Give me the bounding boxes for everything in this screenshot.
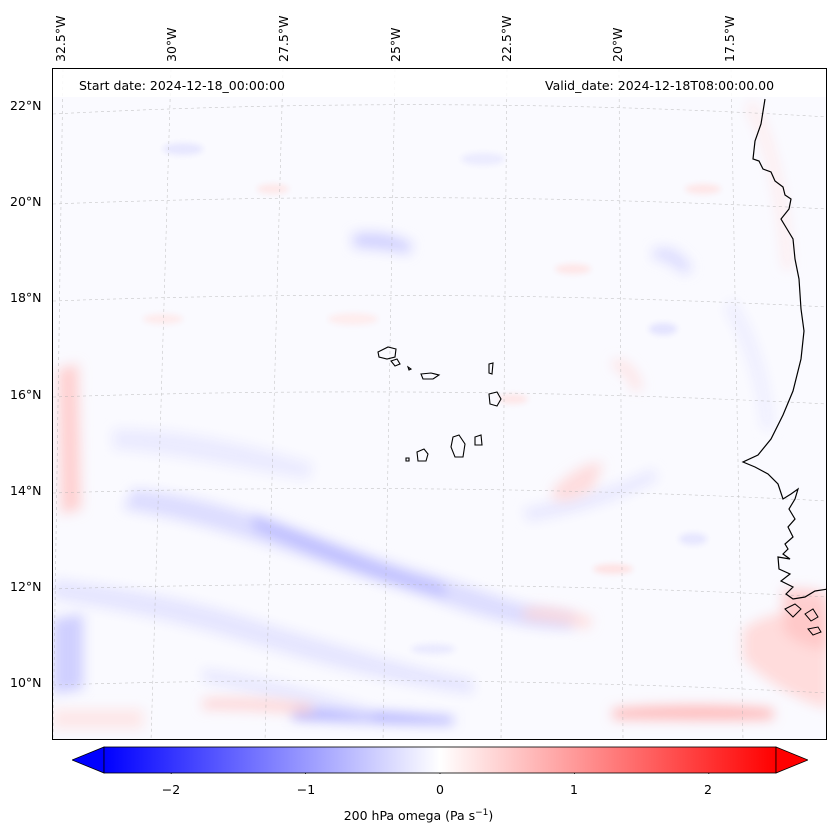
colorbar-min-extend bbox=[72, 746, 105, 774]
cape-verde-islands bbox=[377, 346, 502, 462]
lon-label-30w: 30°W bbox=[164, 27, 179, 62]
african-coastline bbox=[741, 98, 826, 600]
colorbar-tick-label: −2 bbox=[161, 782, 181, 797]
omega-field-map bbox=[53, 69, 826, 739]
colorbar-max-extend bbox=[775, 746, 808, 774]
valid-date-label: Valid_date: 2024-12-18T08:00:00.00 bbox=[545, 78, 775, 93]
descending-air-bands bbox=[53, 232, 773, 724]
colorbar-label-main: 200 hPa omega (Pa s bbox=[343, 808, 476, 824]
colorbar-label: 200 hPa omega (Pa s−1) bbox=[0, 808, 837, 823]
header-backdrop bbox=[53, 69, 826, 97]
colorbar-tick-label: 1 bbox=[570, 782, 578, 797]
lat-label-16n: 16°N bbox=[10, 387, 42, 402]
ascending-air-areas bbox=[53, 99, 826, 729]
colorbar-tick-label: 2 bbox=[704, 782, 712, 797]
colorbar-gradient bbox=[103, 746, 777, 774]
lon-label-17-5w: 17.5°W bbox=[722, 15, 737, 62]
lat-label-20n: 20°N bbox=[10, 194, 42, 209]
lon-label-27-5w: 27.5°W bbox=[276, 15, 291, 62]
lon-label-32-5w: 32.5°W bbox=[53, 15, 68, 62]
map-panel[interactable] bbox=[52, 68, 827, 740]
african-coastline-islands bbox=[784, 603, 822, 636]
field-background bbox=[53, 69, 826, 739]
colorbar-label-close: ) bbox=[488, 808, 494, 824]
lon-label-25w: 25°W bbox=[388, 27, 403, 62]
start-date-label: Start date: 2024-12-18_00:00:00 bbox=[79, 78, 285, 93]
colorbar-tick-marks bbox=[170, 773, 710, 774]
lat-label-10n: 10°N bbox=[10, 675, 42, 690]
lat-label-14n: 14°N bbox=[10, 483, 42, 498]
lat-label-22n: 22°N bbox=[10, 98, 42, 113]
colorbar-label-exponent: −1 bbox=[475, 808, 489, 818]
colorbar-tick-label: 0 bbox=[436, 782, 444, 797]
graticule bbox=[53, 69, 826, 739]
lat-label-12n: 12°N bbox=[10, 579, 42, 594]
colorbar-tick-label: −1 bbox=[296, 782, 316, 797]
lon-label-20w: 20°W bbox=[610, 27, 625, 62]
small-scale-features bbox=[143, 143, 721, 654]
colorbar bbox=[72, 746, 808, 774]
lon-label-22-5w: 22.5°W bbox=[499, 15, 514, 62]
lat-label-18n: 18°N bbox=[10, 290, 42, 305]
